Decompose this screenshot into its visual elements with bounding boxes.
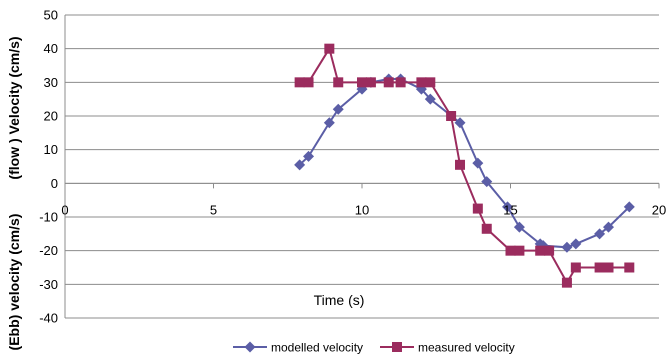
data-point: [323, 117, 335, 129]
data-point: [416, 77, 427, 88]
data-point: [603, 221, 615, 233]
legend-label: measured velocity: [418, 341, 515, 355]
data-point: [481, 176, 493, 188]
legend-marker: [392, 342, 402, 352]
data-point: [425, 77, 436, 88]
y-tick-label: 50: [44, 8, 58, 23]
data-point: [472, 203, 483, 214]
data-point: [446, 111, 457, 121]
y-tick-label: 30: [44, 75, 58, 90]
data-point: [514, 245, 525, 256]
x-tick-label: 20: [652, 202, 666, 217]
data-point: [455, 159, 466, 170]
legend-label: modelled velocity: [271, 341, 363, 355]
data-point: [624, 262, 635, 273]
data-point: [481, 223, 492, 234]
data-point: [561, 241, 573, 253]
legend: modelled velocity measured velocity: [233, 341, 515, 355]
data-point: [294, 159, 306, 171]
y-tick-label: -10: [39, 210, 58, 225]
data-point: [570, 262, 581, 273]
data-point: [561, 277, 572, 288]
data-point: [383, 77, 394, 88]
data-point: [623, 201, 635, 213]
data-point: [570, 238, 582, 250]
data-point: [535, 245, 546, 256]
x-tick-label: 5: [210, 202, 217, 217]
data-point: [594, 262, 605, 273]
y-tick-label: 0: [51, 176, 58, 191]
data-point: [365, 77, 376, 88]
data-point: [502, 201, 514, 213]
series-line: [298, 77, 630, 249]
data-point: [324, 43, 335, 54]
data-point: [513, 221, 525, 233]
data-point: [594, 228, 606, 240]
data-point: [603, 262, 614, 273]
data-point: [472, 157, 484, 169]
y-axis-title-flow: (flow ) Velocity (cm/s): [6, 36, 22, 179]
y-tick-label: -30: [39, 277, 58, 292]
series-measured-velocity: [294, 43, 635, 288]
axes: [64, 15, 660, 318]
data-point: [357, 77, 367, 88]
grid: [65, 14, 659, 319]
legend-item-measured: measured velocity: [380, 341, 515, 355]
data-point: [333, 77, 344, 88]
x-tick-label: 0: [61, 202, 68, 217]
series: [294, 43, 635, 288]
data-point: [505, 245, 516, 256]
data-point: [544, 245, 555, 256]
y-tick-label: -20: [39, 243, 58, 258]
x-tick-label: 10: [355, 202, 369, 217]
data-point: [294, 77, 305, 88]
y-tick-label: 20: [44, 109, 58, 124]
data-point: [395, 77, 406, 88]
data-point: [332, 103, 344, 115]
y-axis-title-ebb: (Ebb) velocity (cm/s): [6, 214, 22, 351]
data-point: [303, 150, 315, 162]
y-tick-label: -40: [39, 311, 58, 326]
data-point: [424, 93, 436, 105]
x-tick-label: 15: [503, 202, 517, 217]
data-point: [454, 117, 466, 129]
data-point: [303, 77, 314, 88]
legend-marker: [244, 341, 256, 353]
legend-item-modelled: modelled velocity: [233, 341, 363, 355]
y-tick-label: 40: [44, 41, 58, 56]
x-axis-title: Time (s): [314, 292, 365, 308]
y-tick-label: 10: [44, 142, 58, 157]
